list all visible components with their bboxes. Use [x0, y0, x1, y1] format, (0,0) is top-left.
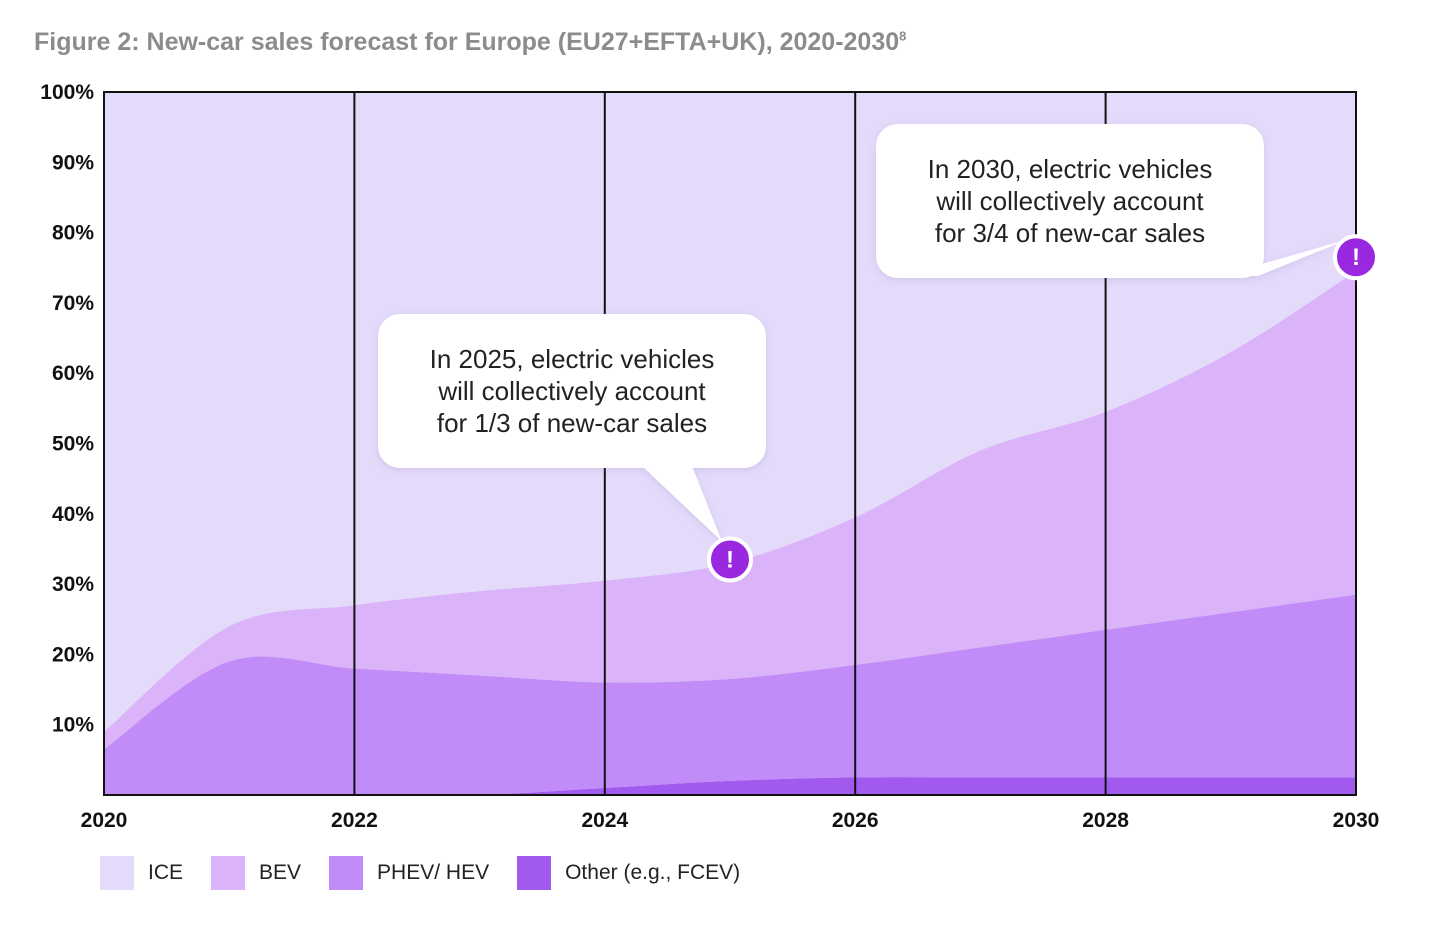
y-tick-label: 40% [52, 503, 94, 526]
legend-swatch [211, 856, 246, 890]
y-tick-label: 90% [52, 151, 94, 174]
y-tick-label: 100% [40, 81, 94, 104]
callout-line: will collectively account [437, 376, 706, 406]
y-tick-label: 60% [52, 362, 94, 385]
x-tick-label: 2020 [81, 809, 128, 832]
legend-swatch [100, 856, 134, 890]
x-tick-label: 2024 [581, 809, 628, 832]
callout-line: In 2030, electric vehicles [928, 154, 1213, 184]
alert-marker-glyph: ! [1352, 244, 1360, 271]
legend-item-other-e-g-fcev: Other (e.g., FCEV) [517, 856, 740, 890]
plot-frame [103, 91, 1357, 796]
area-phev-hev [104, 594, 1356, 796]
callout-line: will collectively account [935, 186, 1204, 216]
legend-item-ice: ICE [100, 856, 183, 890]
x-tick-label: 2026 [832, 809, 879, 832]
x-tick-label: 2028 [1082, 809, 1129, 832]
y-tick-label: 20% [52, 643, 94, 666]
legend-item-bev: BEV [211, 856, 301, 890]
alert-marker-glyph: ! [726, 546, 734, 573]
callout-tail [1220, 239, 1348, 276]
y-tick-label: 10% [52, 714, 94, 737]
callout-line: In 2025, electric vehicles [430, 344, 715, 374]
area-bev [104, 271, 1356, 750]
x-tick-label: 2030 [1333, 809, 1380, 832]
callout-line: for 1/3 of new-car sales [437, 408, 707, 438]
x-tick-label: 2022 [331, 809, 378, 832]
callout-tail [642, 466, 722, 542]
legend-swatch [517, 856, 552, 890]
chart-title: Figure 2: New-car sales forecast for Eur… [34, 28, 907, 56]
legend-item-phev-hev: PHEV/ HEV [329, 856, 489, 890]
callout-bubble [378, 314, 766, 542]
legend-label: ICE [148, 861, 184, 884]
legend-swatch [329, 856, 364, 890]
y-tick-label: 80% [52, 222, 94, 245]
legend-label: Other (e.g., FCEV) [565, 861, 741, 884]
callout-line: for 3/4 of new-car sales [935, 218, 1205, 248]
alert-marker-icon [1333, 234, 1379, 281]
legend-label: BEV [259, 861, 302, 884]
y-tick-label: 70% [52, 292, 94, 315]
y-tick-label: 50% [52, 433, 94, 456]
alert-marker-icon [707, 536, 753, 583]
callout-bubble [876, 124, 1348, 278]
legend-label: PHEV/ HEV [377, 861, 490, 884]
y-tick-label: 30% [52, 573, 94, 596]
area-other-e-g-fcev [104, 777, 1356, 796]
legend: ICE BEV PHEV/ HEV Other (e.g., FCEV) [100, 856, 768, 890]
